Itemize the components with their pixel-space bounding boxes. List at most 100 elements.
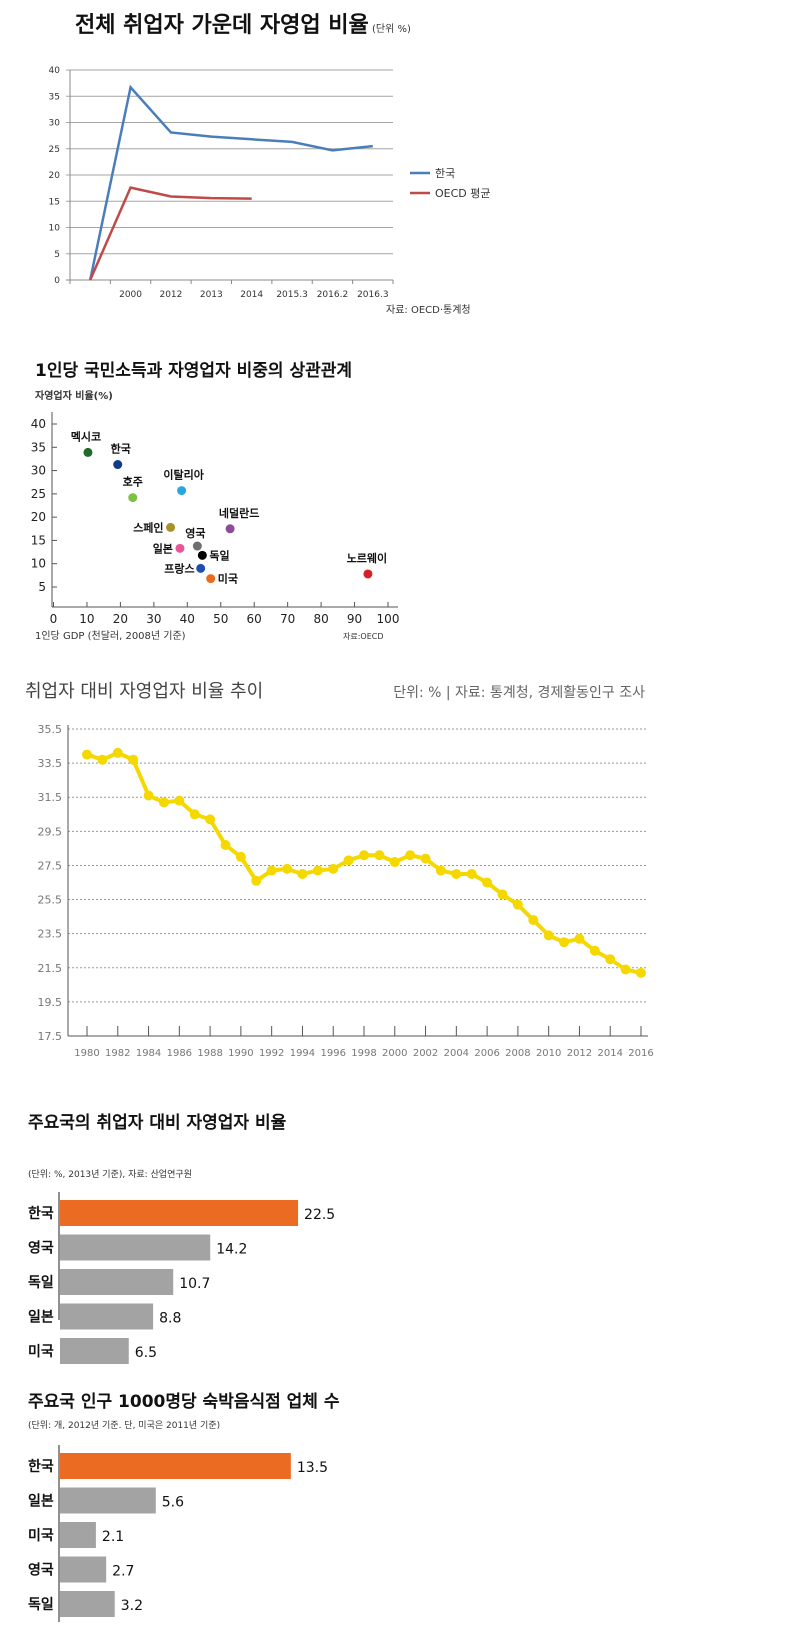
point-label: 스페인 [133, 520, 163, 534]
scatter-point [83, 447, 93, 457]
point-label: 이탈리아 [163, 468, 204, 482]
data-point [189, 809, 200, 820]
value-label: 2.7 [112, 1564, 134, 1580]
y-tick-label: 17.5 [38, 1030, 63, 1043]
category-label: 한국 [28, 1206, 54, 1222]
value-label: 5.6 [162, 1495, 184, 1511]
data-point [328, 863, 339, 874]
category-label: 미국 [28, 1528, 54, 1544]
category-label: 영국 [28, 1562, 54, 1579]
chart-1-unit: (단위 %) [372, 22, 411, 35]
legend-label: 한국 [435, 167, 455, 180]
x-tick-label: 2014 [240, 290, 263, 300]
data-point [589, 945, 600, 956]
y-tick-label: 29.5 [38, 825, 63, 838]
y-tick-label: 35.5 [38, 723, 63, 736]
y-tick-label: 30 [49, 119, 61, 129]
data-point [482, 877, 493, 888]
x-tick-label: 1994 [290, 1048, 315, 1059]
data-point [359, 850, 369, 861]
y-tick-label: 30 [31, 464, 46, 478]
scatter-point [206, 574, 216, 584]
data-point [605, 954, 616, 965]
x-tick-label: 2000 [382, 1048, 407, 1059]
series-line [86, 750, 642, 975]
bar [60, 1522, 96, 1548]
x-tick-label: 1984 [136, 1048, 161, 1059]
data-point [343, 855, 354, 866]
x-tick-label: 1986 [167, 1048, 192, 1059]
point-label: 노르웨이 [347, 551, 387, 565]
x-tick-label: 1992 [259, 1048, 284, 1059]
chart-2: 1인당 국민소득과 자영업자 비중의 상관관계 자영업자 비율(%) 5 10 15… [31, 361, 400, 642]
data-point [620, 964, 631, 975]
scatter-point [196, 563, 206, 573]
point-label: 한국 [111, 442, 131, 456]
scatter-point [363, 569, 373, 579]
data-point [512, 899, 523, 910]
data-point [128, 754, 139, 765]
series-line-oecd [89, 186, 252, 281]
series-line-korea [88, 84, 373, 281]
scatter-point [166, 522, 176, 532]
data-point [97, 754, 108, 765]
y-tick-label: 10 [49, 224, 61, 234]
category-label: 한국 [28, 1459, 54, 1475]
x-tick-label: 100 [377, 612, 400, 626]
data-point [220, 839, 231, 850]
x-tick-label: 0 [50, 612, 58, 626]
value-label: 10.7 [179, 1276, 210, 1292]
y-tick-label: 15 [31, 533, 46, 547]
x-tick-label: 70 [280, 612, 295, 626]
category-label: 독일 [28, 1275, 54, 1291]
chart-1: 전체 취업자 가운데 자영업 비율 (단위 %) 0 5 10 15 20 25 30 35 4… [49, 13, 491, 316]
data-point [205, 814, 216, 825]
y-tick-label: 25 [49, 145, 60, 155]
x-tick-label: 2000 [119, 290, 142, 300]
value-label: 8.8 [159, 1311, 181, 1327]
chart-1-source: 자료: OECD·통계청 [386, 304, 471, 316]
data-point [528, 915, 539, 926]
data-point [559, 937, 570, 948]
x-tick-label: 2013 [200, 290, 223, 300]
chart-3-title: 취업자 대비 자영업자 비율 추이 [25, 681, 263, 702]
data-point [312, 865, 323, 876]
data-point [451, 868, 462, 879]
bar [60, 1200, 299, 1226]
data-point [389, 857, 400, 868]
chart-3: 취업자 대비 자영업자 비율 추이 단위: % | 자료: 통계청, 경제활동인… [25, 681, 654, 1059]
bar [60, 1453, 291, 1479]
data-point [374, 850, 385, 861]
y-tick-label: 40 [31, 417, 46, 431]
y-tick-label: 20 [49, 171, 61, 181]
y-tick-label: 25 [31, 487, 46, 501]
data-point [174, 795, 185, 806]
scatter-point [128, 493, 138, 503]
point-label: 네덜란드 [219, 506, 259, 520]
x-tick-label: 2016 [628, 1048, 653, 1059]
category-label: 미국 [28, 1344, 54, 1360]
data-point [143, 790, 154, 801]
data-point [574, 933, 585, 944]
scatter-point [113, 460, 123, 470]
data-point [297, 868, 308, 879]
value-label: 13.5 [297, 1460, 328, 1476]
data-point [235, 851, 246, 862]
chart-4-subtitle: (단위: %, 2013년 기준), 자료: 산업연구원 [28, 1169, 192, 1180]
bar [60, 1591, 115, 1617]
x-tick-label: 2010 [536, 1048, 561, 1059]
point-label: 프랑스 [164, 562, 194, 575]
x-tick-label: 1988 [197, 1048, 222, 1059]
point-label: 독일 [209, 548, 229, 562]
data-point [112, 747, 123, 758]
x-tick-label: 1998 [351, 1048, 376, 1059]
point-label: 멕시코 [71, 429, 101, 443]
data-point [543, 930, 554, 941]
chart-4: 주요국의 취업자 대비 자영업자 비율 (단위: %, 2013년 기준), 자… [28, 1112, 335, 1364]
y-tick-label: 10 [31, 557, 46, 571]
data-point [435, 865, 446, 876]
data-point [266, 865, 277, 876]
chart-2-title: 1인당 국민소득과 자영업자 비중의 상관관계 [35, 361, 352, 381]
y-tick-label: 21.5 [38, 962, 63, 975]
